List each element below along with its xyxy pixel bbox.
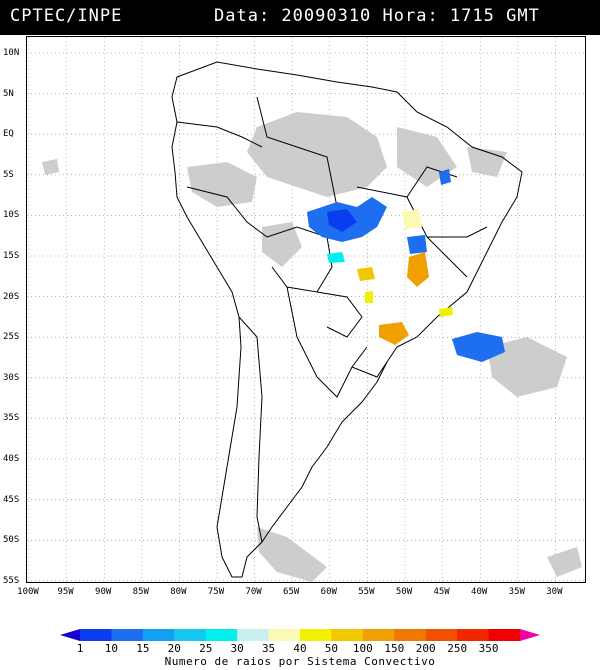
legend-tick-label: 40 [293,642,307,655]
latitude-label: 10S [3,210,20,221]
legend-tick-label: 100 [352,642,373,655]
latitude-label: 25S [3,332,20,343]
latitude-label: EQ [3,129,14,140]
legend-swatch [174,629,207,641]
cloud-atlantic-south [487,337,567,397]
latitude-label: 55S [3,575,20,586]
legend-swatch [488,629,521,641]
cell-goias-cyan [327,252,345,263]
longitude-label: 35W [508,587,525,597]
legend-swatch [268,629,301,641]
legend-swatch [237,629,270,641]
convective-cells [307,169,505,362]
longitude-label: 45W [433,587,450,597]
border-uruguay [351,361,388,378]
cloud-amazon [247,112,387,197]
legend-swatch [457,629,490,641]
legend-arrow-left [60,629,80,641]
legend-tick-label: 20 [167,642,181,655]
cell-minas-orange [407,252,429,287]
legend-tick-label: 200 [415,642,436,655]
cell-ms-yellow [365,291,373,303]
longitude-label: 60W [320,587,337,597]
latitude-label: 5N [3,88,14,99]
longitude-label: 50W [395,587,413,597]
legend-swatch [362,629,395,641]
continent-outline [171,61,523,578]
cloud-bolivia [262,222,302,267]
legend-tick-label: 50 [324,642,339,655]
latitude-label: 35S [3,413,20,424]
latitude-label: 50S [3,535,20,546]
color-legend [60,629,540,641]
cloud-pacific [42,159,59,175]
cloud-patagonia [257,527,327,582]
cell-minas-blue [407,235,427,254]
legend-swatch [142,629,175,641]
datetime-label: Data: 20090310 Hora: 1715 GMT [214,6,540,26]
latitude-label: 45S [3,494,20,505]
latitude-label: 20S [3,291,20,302]
longitude-label: 55W [358,587,375,597]
legend-tick-label: 150 [384,642,405,655]
legend-tick-label: 35 [261,642,276,655]
legend-tick-label: 25 [199,642,213,655]
legend-tick-label: 10 [104,642,119,655]
legend-caption: Numero de raios por Sistema Convectivo [164,655,436,668]
latitude-label: 40S [3,454,20,464]
latitude-label: 5S [3,169,14,180]
cell-para [439,169,451,185]
longitude-label: 70W [245,587,262,597]
legend-swatch [111,629,144,641]
border-argentina [286,286,368,398]
border-colombia [176,121,263,148]
longitude-label: 30W [546,587,563,597]
longitude-label: 95W [57,587,74,597]
legend-tick-label: 250 [447,642,468,655]
legend-tick-label: 15 [136,642,150,655]
longitude-label: 80W [170,587,187,597]
legend-swatch [331,629,364,641]
legend-swatch [425,629,458,641]
border-paraguay [316,291,363,338]
border-peru [186,186,268,238]
map-frame[interactable] [26,36,586,583]
latitude-label: 30S [3,372,20,383]
border-chile [238,316,263,543]
cell-tocantins-light [402,209,422,229]
cell-parana-orange [379,322,409,345]
longitude-label: 40W [471,587,488,597]
longitude-label: 75W [207,587,225,597]
legend-tick-label: 30 [230,642,244,655]
legend-tick-label: 1 [76,642,84,655]
longitude-label: 85W [132,587,149,597]
coastline [171,61,523,578]
cell-atlantic-blue [452,332,505,362]
cell-sp-yellow [439,307,453,317]
legend-tick-label: 350 [478,642,499,655]
cloud-west-amazon [187,162,257,207]
longitude-label: 90W [95,587,112,597]
cloud-cover [42,112,582,582]
satellite-map[interactable] [27,37,586,583]
latitude-label: 10N [3,48,20,58]
legend-swatch [80,629,112,641]
legend-swatch [394,629,427,641]
latitude-label: 15S [3,251,20,261]
header-bar: CPTEC/INPE Data: 20090310 Hora: 1715 GMT [0,0,600,35]
longitude-label: 65W [283,587,300,597]
cell-mg-yellow [357,267,375,281]
organization-label: CPTEC/INPE [10,6,123,26]
legend-swatch [300,629,332,641]
cloud-atlantic-east [467,147,507,177]
cell-mato-grosso-core [327,209,357,232]
longitude-label: 100W [17,587,39,597]
legend-swatch [205,629,238,641]
legend-arrow-right [520,629,540,641]
cloud-far-southeast [547,547,582,577]
